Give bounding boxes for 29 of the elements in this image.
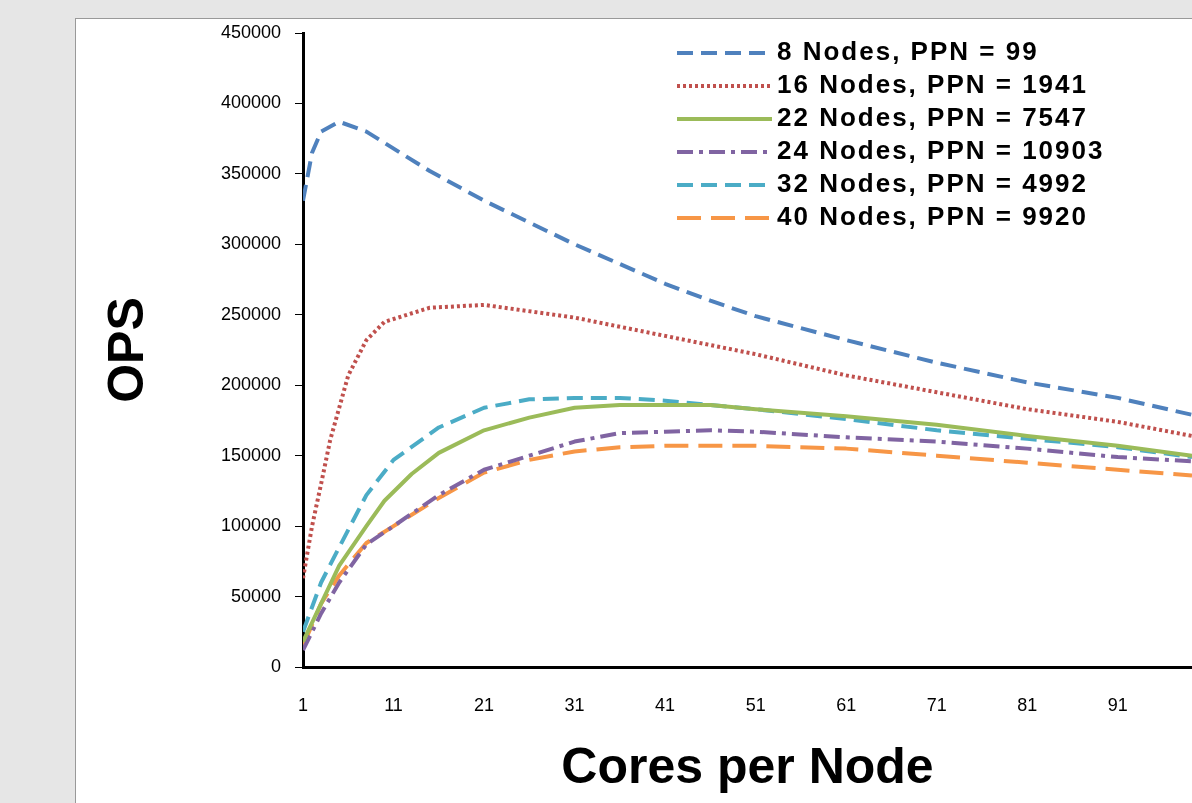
legend-label: 32 Nodes, PPN = 4992 [777, 168, 1088, 199]
y-tick-label: 300000 [220, 233, 281, 254]
x-tick-label: 21 [474, 694, 495, 715]
x-tick-label: 81 [1017, 694, 1038, 715]
y-tick-label: 250000 [220, 303, 281, 324]
x-tick-label: 11 [384, 694, 403, 715]
x-tick-label: 1 [297, 694, 309, 715]
y-tick-label: 150000 [220, 444, 281, 465]
x-tick-label: 41 [655, 694, 676, 715]
y-tick-label: 350000 [220, 162, 281, 183]
legend-label: 40 Nodes, PPN = 9920 [777, 201, 1088, 232]
line-series [303, 302, 1192, 581]
legend-label: 8 Nodes, PPN = 99 [777, 36, 1039, 67]
y-tick-label: 50000 [230, 585, 281, 606]
y-axis-title: OPS [97, 297, 154, 403]
y-tick-label: 450000 [220, 21, 281, 42]
y-tick-label: 100000 [220, 515, 281, 536]
x-tick-label: 91 [1107, 694, 1128, 715]
legend-label: 24 Nodes, PPN = 10903 [777, 135, 1105, 166]
legend-label: 22 Nodes, PPN = 7547 [777, 102, 1088, 133]
legend-label: 16 Nodes, PPN = 1941 [777, 69, 1088, 100]
x-tick-label: 61 [836, 694, 857, 715]
x-axis-title: Cores per Node [561, 737, 934, 794]
x-tick-label: 31 [564, 694, 585, 715]
y-tick-label: 0 [270, 655, 281, 676]
x-tick-label: 51 [745, 694, 766, 715]
y-tick-label: 200000 [220, 374, 281, 395]
y-tick-label: 400000 [220, 92, 281, 113]
x-tick-label: 71 [926, 694, 947, 715]
